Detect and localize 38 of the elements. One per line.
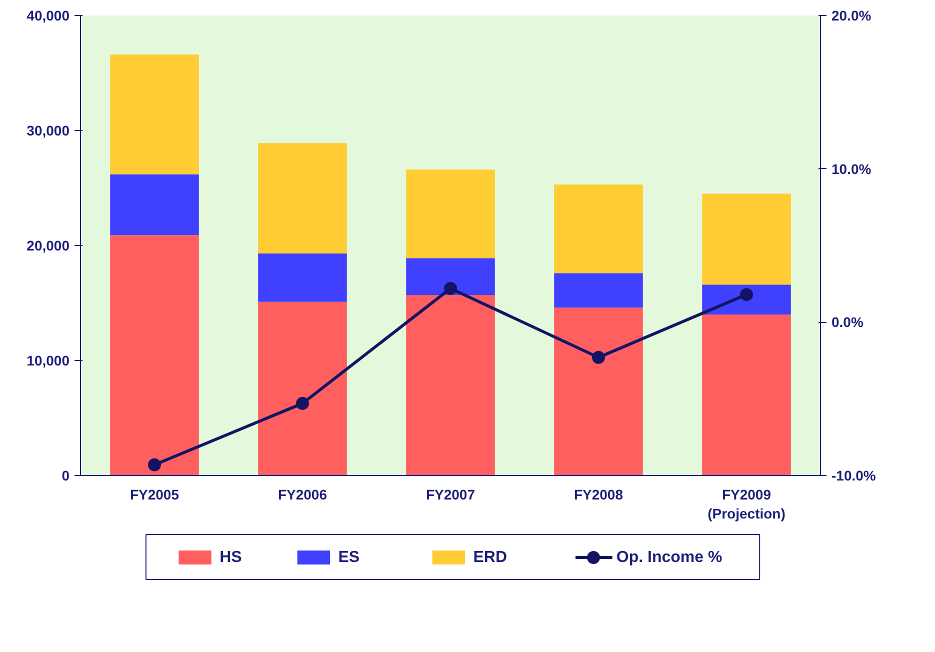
point <box>296 396 309 410</box>
bar <box>554 308 643 476</box>
y2-tick-label: -10.0% <box>832 468 876 484</box>
y2-tick-label: 20.0% <box>832 8 872 24</box>
point <box>592 350 605 364</box>
bar <box>258 302 347 476</box>
x-tick-label: FY2009 (Projection) <box>708 486 786 522</box>
y-tick-label: 20,000 <box>26 238 70 254</box>
y-tick-label: 40,000 <box>26 8 70 24</box>
legend-label: ERD <box>473 549 508 566</box>
bar <box>406 170 495 258</box>
bar <box>702 194 791 285</box>
legend-label: ES <box>338 549 360 566</box>
bar <box>110 174 199 236</box>
legend-label: HS <box>220 549 242 566</box>
y-tick-label: 10,000 <box>26 352 70 368</box>
y2-tick-label: 0.0% <box>832 314 864 330</box>
point <box>148 458 161 472</box>
point <box>444 282 457 295</box>
bar <box>258 254 347 302</box>
x-tick-label: FY2006 <box>278 486 328 502</box>
bar <box>406 258 495 295</box>
bar <box>110 235 199 476</box>
x-tick-label: FY2007 <box>426 486 476 502</box>
bar <box>702 284 791 314</box>
bar <box>554 273 643 308</box>
y-tick-label: 0 <box>62 468 70 484</box>
bar <box>554 184 643 274</box>
bar <box>702 314 791 476</box>
y-tick-label: 30,000 <box>26 122 70 138</box>
point <box>740 288 753 302</box>
x-tick-label: FY2005 <box>130 486 180 502</box>
legend-label: Op. Income % <box>616 549 722 566</box>
x-tick-label: FY2008 <box>574 486 624 502</box>
bar <box>406 294 495 476</box>
bar <box>110 54 199 174</box>
y2-tick-label: 10.0% <box>832 160 872 177</box>
bar <box>258 143 347 254</box>
